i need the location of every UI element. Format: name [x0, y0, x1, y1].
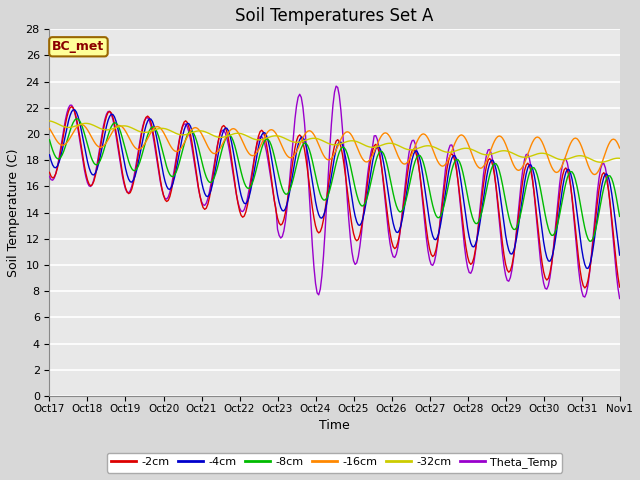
Text: BC_met: BC_met [52, 40, 104, 53]
Title: Soil Temperatures Set A: Soil Temperatures Set A [236, 7, 434, 25]
X-axis label: Time: Time [319, 419, 350, 432]
Y-axis label: Soil Temperature (C): Soil Temperature (C) [7, 148, 20, 277]
Legend: -2cm, -4cm, -8cm, -16cm, -32cm, Theta_Temp: -2cm, -4cm, -8cm, -16cm, -32cm, Theta_Te… [107, 453, 562, 473]
